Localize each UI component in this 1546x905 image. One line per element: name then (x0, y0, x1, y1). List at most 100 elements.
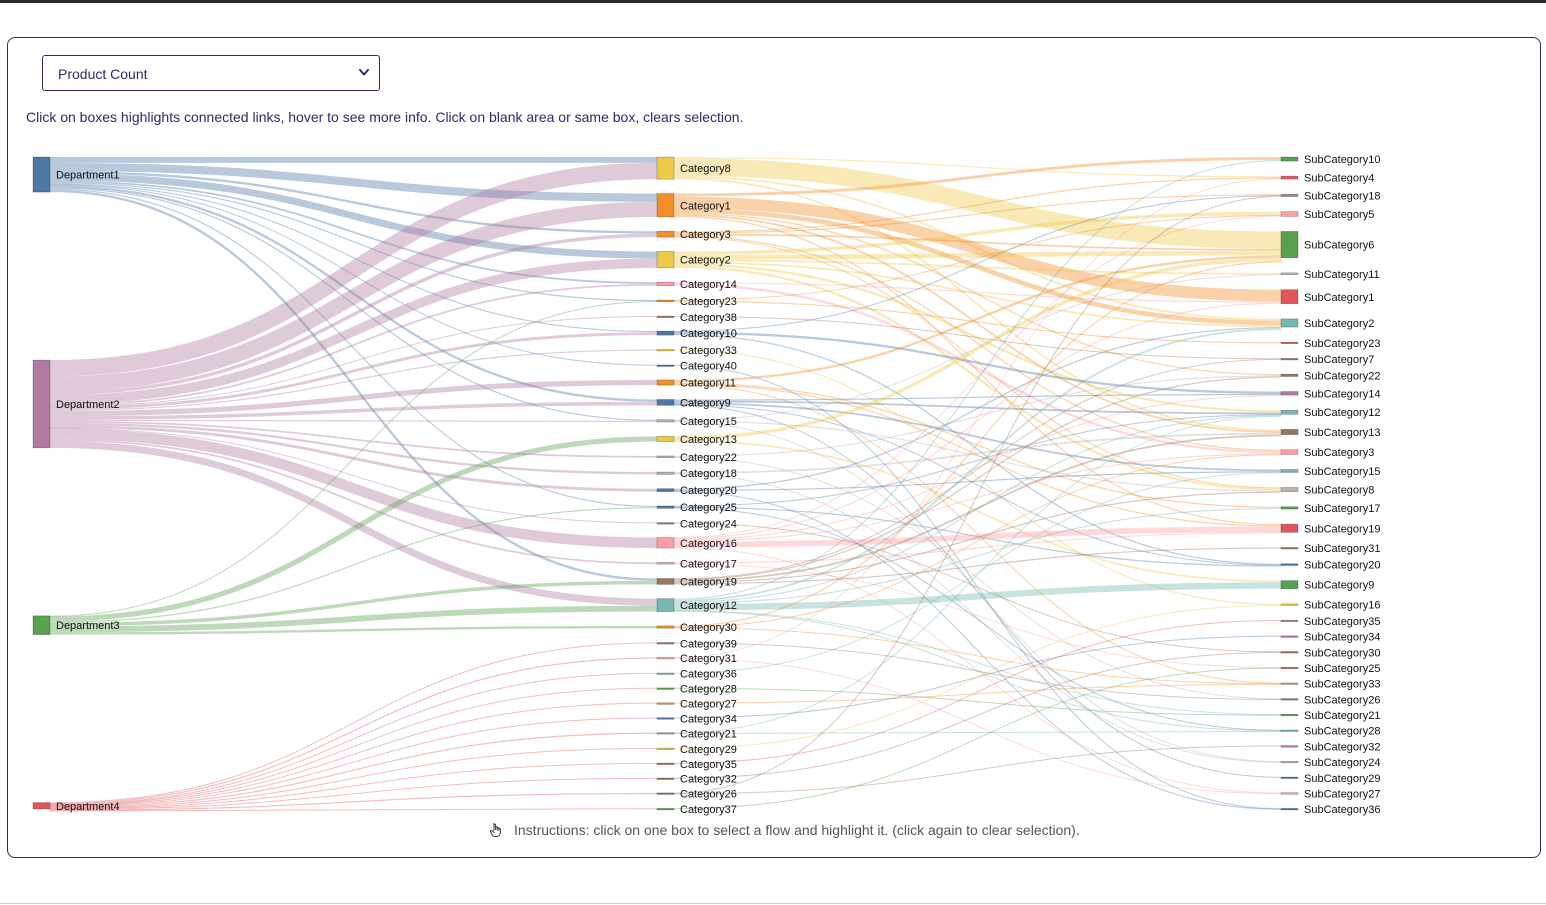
sankey-node-category11[interactable]: Category11 (656, 378, 736, 390)
sankey-node-department4[interactable]: Department4 (32, 801, 120, 813)
sankey-node-subcategory32[interactable]: SubCategory32 (1280, 741, 1380, 753)
sankey-link[interactable] (49, 625, 658, 635)
sankey-link[interactable] (673, 472, 1282, 674)
sankey-link[interactable] (673, 211, 1282, 255)
sankey-node-box[interactable] (656, 732, 675, 735)
sankey-link[interactable] (49, 283, 658, 407)
sankey-node-category14[interactable]: Category14 (656, 279, 737, 291)
sankey-node-department2[interactable]: Department2 (32, 359, 120, 449)
sankey-link[interactable] (673, 404, 1282, 778)
sankey-node-box[interactable] (1280, 373, 1299, 377)
sankey-node-subcategory4[interactable]: SubCategory4 (1280, 173, 1374, 185)
sankey-node-category20[interactable]: Category20 (656, 485, 737, 497)
sankey-link[interactable] (673, 384, 1282, 684)
sankey-node-category36[interactable]: Category36 (656, 669, 737, 681)
sankey-node-box[interactable] (1280, 358, 1299, 361)
sankey-link[interactable] (673, 414, 1282, 603)
sankey-link[interactable] (49, 732, 658, 808)
sankey-node-box[interactable] (656, 379, 675, 386)
sankey-node-subcategory30[interactable]: SubCategory30 (1280, 647, 1380, 659)
sankey-link[interactable] (49, 185, 658, 402)
sankey-node-box[interactable] (656, 642, 675, 645)
sankey-node-subcategory17[interactable]: SubCategory17 (1280, 503, 1380, 515)
sankey-link[interactable] (673, 532, 1282, 564)
sankey-link[interactable] (49, 258, 658, 405)
sankey-link[interactable] (673, 327, 1282, 490)
sankey-link[interactable] (673, 635, 1282, 719)
sankey-node-box[interactable] (656, 230, 675, 238)
sankey-node-category15[interactable]: Category15 (656, 416, 737, 428)
sankey-link[interactable] (49, 332, 658, 410)
sankey-node-category34[interactable]: Category34 (656, 713, 737, 725)
sankey-node-box[interactable] (656, 792, 675, 795)
sankey-link[interactable] (673, 157, 1282, 178)
sankey-link[interactable] (49, 717, 658, 807)
sankey-node-category31[interactable]: Category31 (656, 653, 737, 665)
sankey-link[interactable] (49, 642, 658, 804)
sankey-node-box[interactable] (656, 657, 675, 660)
sankey-link[interactable] (673, 642, 1282, 700)
sankey-link[interactable] (673, 563, 1282, 669)
sankey-link[interactable] (49, 162, 658, 377)
sankey-node-category40[interactable]: Category40 (656, 361, 737, 373)
sankey-node-box[interactable] (1280, 713, 1299, 717)
sankey-link[interactable] (673, 383, 1282, 527)
sankey-node-subcategory13[interactable]: SubCategory13 (1280, 427, 1380, 439)
sankey-link[interactable] (673, 175, 1282, 321)
sankey-link[interactable] (49, 188, 658, 508)
sankey-node-box[interactable] (656, 349, 675, 352)
sankey-node-category12[interactable]: Category12 (656, 598, 737, 612)
sankey-link[interactable] (673, 506, 1282, 567)
sankey-link[interactable] (673, 526, 1282, 548)
sankey-link[interactable] (673, 471, 1282, 492)
sankey-link[interactable] (673, 283, 1282, 454)
sankey-link[interactable] (673, 194, 1282, 234)
sankey-link[interactable] (49, 702, 658, 807)
sankey-link[interactable] (49, 233, 658, 396)
sankey-link[interactable] (673, 315, 1282, 360)
sankey-node-category23[interactable]: Category23 (656, 296, 737, 308)
sankey-node-subcategory9[interactable]: SubCategory9 (1280, 580, 1374, 592)
sankey-link[interactable] (49, 401, 658, 420)
sankey-link[interactable] (49, 580, 658, 627)
sankey-link[interactable] (49, 379, 658, 417)
sankey-node-department1[interactable]: Department1 (32, 156, 120, 193)
sankey-link[interactable] (673, 414, 1282, 507)
sankey-node-subcategory15[interactable]: SubCategory15 (1280, 466, 1380, 478)
sankey-link[interactable] (49, 507, 658, 623)
sankey-link[interactable] (673, 156, 1282, 197)
sankey-node-category2[interactable]: Category2 (656, 251, 731, 269)
sankey-node-subcategory2[interactable]: SubCategory2 (1280, 318, 1374, 330)
sankey-link[interactable] (673, 214, 1282, 301)
sankey-link[interactable] (673, 421, 1282, 763)
sankey-link[interactable] (673, 274, 1282, 421)
sankey-node-box[interactable] (656, 330, 675, 336)
sankey-link[interactable] (49, 420, 658, 458)
sankey-link[interactable] (673, 439, 1282, 583)
sankey-node-box[interactable] (32, 156, 51, 193)
sankey-node-box[interactable] (1280, 211, 1299, 217)
sankey-link[interactable] (673, 627, 1282, 685)
sankey-node-box[interactable] (656, 455, 675, 458)
sankey-node-subcategory6[interactable]: SubCategory6 (1280, 231, 1374, 259)
sankey-node-box[interactable] (656, 251, 675, 269)
sankey-node-subcategory18[interactable]: SubCategory18 (1280, 190, 1380, 202)
sankey-link[interactable] (49, 419, 658, 423)
sankey-link[interactable] (673, 261, 1282, 628)
sankey-link[interactable] (673, 393, 1282, 401)
sankey-node-box[interactable] (1280, 563, 1299, 566)
sankey-node-box[interactable] (1280, 272, 1299, 275)
sankey-node-box[interactable] (1280, 808, 1299, 811)
sankey-node-category27[interactable]: Category27 (656, 699, 737, 711)
sankey-node-box[interactable] (656, 156, 675, 180)
sankey-link[interactable] (673, 619, 1282, 764)
sankey-link[interactable] (673, 547, 1282, 585)
sankey-node-box[interactable] (32, 359, 51, 449)
sankey-link[interactable] (673, 473, 1282, 763)
sankey-link[interactable] (49, 349, 658, 411)
sankey-link[interactable] (49, 422, 658, 475)
sankey-node-category35[interactable]: Category35 (656, 759, 737, 771)
sankey-link[interactable] (49, 792, 658, 811)
sankey-link[interactable] (673, 402, 1282, 472)
